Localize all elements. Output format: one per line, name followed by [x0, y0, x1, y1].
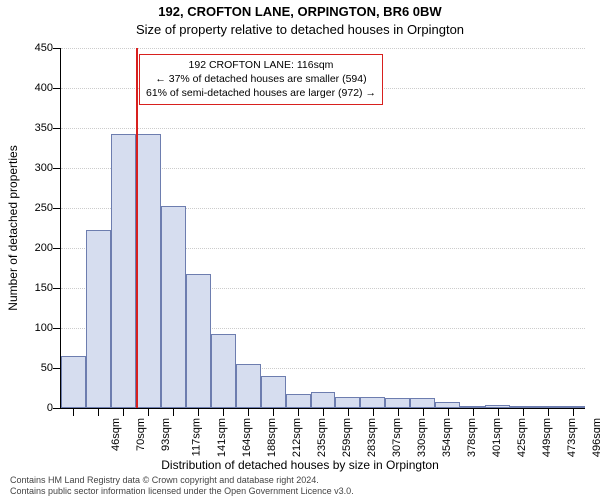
- x-tick: [523, 408, 524, 416]
- page-title: 192, CROFTON LANE, ORPINGTON, BR6 0BW: [0, 4, 600, 19]
- x-tick-label: 307sqm: [391, 418, 403, 457]
- x-tick: [323, 408, 324, 416]
- x-tick-label: 235sqm: [316, 418, 328, 457]
- y-tick-label: 250: [17, 202, 53, 214]
- x-tick: [148, 408, 149, 416]
- histogram-bar: [161, 206, 186, 408]
- x-tick-label: 188sqm: [266, 418, 278, 457]
- x-tick-label: 212sqm: [291, 418, 303, 457]
- x-tick-label: 283sqm: [366, 418, 378, 457]
- y-tick-label: 450: [17, 42, 53, 54]
- x-tick: [248, 408, 249, 416]
- y-tick: [53, 208, 61, 209]
- x-tick: [373, 408, 374, 416]
- x-tick: [348, 408, 349, 416]
- x-tick: [173, 408, 174, 416]
- y-tick: [53, 248, 61, 249]
- x-tick: [123, 408, 124, 416]
- x-tick: [298, 408, 299, 416]
- histogram-bar: [136, 134, 161, 408]
- x-tick-label: 117sqm: [191, 418, 203, 456]
- x-tick-label: 93sqm: [160, 418, 172, 451]
- y-tick: [53, 408, 61, 409]
- grid-line: [61, 128, 585, 129]
- x-tick-label: 259sqm: [341, 418, 353, 457]
- y-tick-label: 300: [17, 162, 53, 174]
- y-tick-label: 50: [17, 362, 53, 374]
- x-tick: [73, 408, 74, 416]
- x-tick-label: 354sqm: [441, 418, 453, 457]
- histogram-bar: [111, 134, 136, 408]
- y-tick-label: 350: [17, 122, 53, 134]
- histogram-bar: [335, 397, 360, 408]
- x-tick: [223, 408, 224, 416]
- grid-line: [61, 48, 585, 49]
- legend-box: 192 CROFTON LANE: 116sqm ← 37% of detach…: [139, 54, 383, 105]
- attribution-line-1: Contains HM Land Registry data © Crown c…: [10, 475, 594, 486]
- y-tick: [53, 288, 61, 289]
- y-tick: [53, 328, 61, 329]
- histogram-bar: [61, 356, 86, 408]
- x-tick-label: 425sqm: [516, 418, 528, 457]
- histogram-bar: [211, 334, 236, 408]
- x-tick-label: 401sqm: [491, 418, 503, 457]
- x-tick-label: 496sqm: [591, 418, 600, 457]
- marker-line: [136, 48, 138, 408]
- legend-line-2: ← 37% of detached houses are smaller (59…: [146, 72, 376, 86]
- x-tick: [398, 408, 399, 416]
- x-tick-label: 164sqm: [241, 418, 253, 457]
- x-tick-label: 141sqm: [216, 418, 228, 457]
- x-tick-label: 378sqm: [466, 418, 478, 457]
- chart-container: 192, CROFTON LANE, ORPINGTON, BR6 0BW Si…: [0, 0, 600, 500]
- y-tick: [53, 48, 61, 49]
- y-tick-label: 0: [17, 402, 53, 414]
- histogram-bar: [385, 398, 410, 408]
- y-tick: [53, 168, 61, 169]
- histogram-bar: [186, 274, 211, 408]
- legend-line-3: 61% of semi-detached houses are larger (…: [146, 86, 376, 100]
- x-tick: [473, 408, 474, 416]
- attribution-line-2: Contains public sector information licen…: [10, 486, 594, 497]
- page-subtitle: Size of property relative to detached ho…: [0, 22, 600, 37]
- y-tick-label: 150: [17, 282, 53, 294]
- plot-area: 05010015020025030035040045046sqm70sqm93s…: [60, 48, 585, 409]
- y-tick-label: 100: [17, 322, 53, 334]
- x-tick: [273, 408, 274, 416]
- histogram-bar: [410, 398, 435, 408]
- y-tick-label: 400: [17, 82, 53, 94]
- histogram-bar: [360, 397, 385, 408]
- y-tick: [53, 368, 61, 369]
- y-tick: [53, 88, 61, 89]
- histogram-bar: [86, 230, 111, 408]
- x-tick: [423, 408, 424, 416]
- x-tick: [448, 408, 449, 416]
- histogram-bar: [261, 376, 286, 408]
- x-tick-label: 473sqm: [566, 418, 578, 457]
- x-tick-label: 46sqm: [111, 418, 123, 451]
- x-axis-label: Distribution of detached houses by size …: [0, 458, 600, 472]
- y-tick: [53, 128, 61, 129]
- x-tick: [573, 408, 574, 416]
- histogram-bar: [236, 364, 261, 408]
- histogram-bar: [311, 392, 336, 408]
- y-tick-label: 200: [17, 242, 53, 254]
- x-tick: [198, 408, 199, 416]
- histogram-bar: [286, 394, 311, 408]
- legend-line-1: 192 CROFTON LANE: 116sqm: [146, 58, 376, 72]
- x-tick-label: 70sqm: [135, 418, 147, 451]
- x-tick-label: 330sqm: [416, 418, 428, 457]
- x-tick-label: 449sqm: [541, 418, 553, 457]
- x-tick: [98, 408, 99, 416]
- attribution-text: Contains HM Land Registry data © Crown c…: [0, 473, 600, 500]
- x-tick: [498, 408, 499, 416]
- x-tick: [548, 408, 549, 416]
